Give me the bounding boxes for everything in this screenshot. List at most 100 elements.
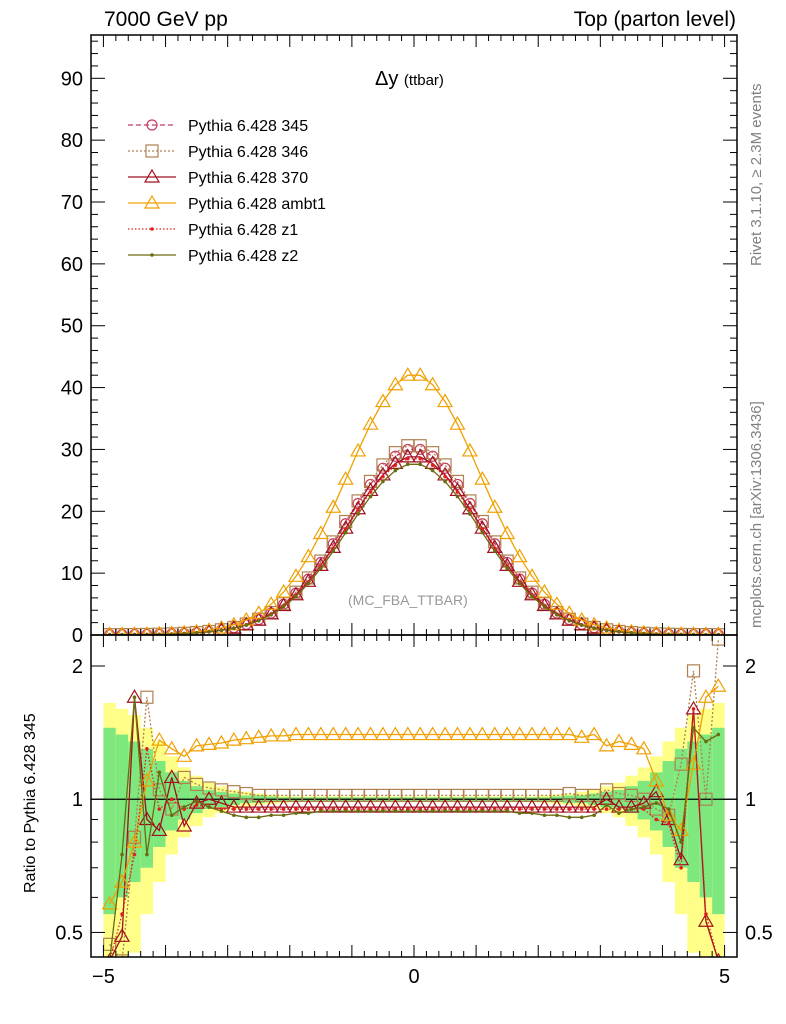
data-point — [151, 822, 168, 837]
data-point — [363, 474, 378, 489]
legend-item: Pythia 6.428 346 — [128, 144, 308, 161]
data-point — [108, 959, 112, 963]
data-point — [281, 604, 286, 609]
data-point — [405, 456, 410, 461]
data-point — [115, 954, 129, 957]
data-point — [635, 740, 652, 755]
data-point — [592, 626, 596, 631]
data-point — [455, 494, 460, 499]
data-point — [294, 807, 298, 811]
ratio-y-tick-label: 2 — [745, 656, 756, 678]
data-point — [542, 807, 547, 811]
data-point — [492, 809, 497, 813]
data-point — [238, 798, 255, 813]
data-point — [511, 573, 528, 587]
main-series-line — [109, 445, 719, 635]
band-inner — [712, 727, 725, 915]
data-point — [424, 726, 441, 741]
data-point — [244, 815, 249, 820]
data-point — [250, 729, 267, 743]
ratio-series-group — [101, 635, 727, 963]
data-point — [256, 618, 261, 623]
data-point — [263, 727, 280, 742]
data-point — [388, 446, 402, 460]
data-point — [104, 626, 115, 635]
ratio-y-tick-label: 1 — [745, 789, 756, 811]
data-point — [449, 416, 466, 430]
data-point — [674, 757, 688, 771]
legend: Pythia 6.428 345 Pythia 6.428 346 Pythia 6… — [128, 118, 326, 265]
main-plot-title: Δy (ttbar) — [375, 68, 444, 91]
data-point — [200, 791, 218, 805]
legend-item: Pythia 6.428 345 — [128, 118, 308, 135]
data-point — [219, 628, 224, 633]
band-inner — [662, 760, 675, 847]
data-point — [393, 809, 398, 813]
observable-suffix: (ttbar) — [403, 72, 444, 89]
data-point — [437, 393, 454, 408]
data-point — [536, 798, 553, 813]
data-point — [511, 726, 528, 741]
data-point — [561, 726, 578, 741]
process-label: Top (parton level) — [573, 8, 736, 31]
x-tick-label: −5 — [92, 966, 115, 988]
data-point — [542, 813, 547, 818]
data-point — [586, 726, 603, 741]
data-point — [492, 549, 497, 553]
data-point — [654, 817, 659, 822]
uncertainty-bands — [103, 702, 725, 957]
data-point — [604, 807, 609, 811]
data-point — [368, 494, 373, 499]
main-series — [107, 462, 721, 635]
data-point — [573, 729, 590, 743]
data-point — [269, 813, 273, 818]
data-point — [617, 807, 621, 811]
data-point — [213, 619, 230, 634]
ratio-y-tick-label: 1 — [72, 789, 83, 811]
data-point — [598, 619, 615, 634]
data-point — [362, 726, 379, 741]
data-point — [399, 448, 416, 463]
data-point — [480, 530, 485, 535]
data-point — [414, 443, 426, 456]
data-point — [548, 596, 565, 610]
data-point — [592, 807, 596, 811]
y-tick-label: 70 — [61, 192, 83, 214]
data-point — [579, 623, 584, 627]
ratio-series — [107, 689, 721, 957]
data-point — [704, 739, 708, 744]
band-inner — [699, 734, 713, 898]
data-point — [169, 797, 174, 802]
data-point — [418, 809, 423, 813]
data-point — [374, 393, 391, 408]
data-point — [169, 813, 174, 818]
main-series — [104, 367, 724, 635]
data-point — [567, 807, 572, 811]
data-point — [499, 525, 516, 540]
data-point — [194, 631, 199, 635]
data-point — [548, 798, 565, 813]
main-series — [104, 443, 724, 635]
analysis-name: (MC_FBA_TTBAR) — [348, 592, 468, 608]
y-tick-label: 50 — [61, 316, 83, 338]
observable-title: Δy — [375, 68, 399, 90]
data-point — [362, 416, 379, 430]
data-point — [201, 622, 217, 635]
data-point — [176, 748, 193, 762]
data-point — [427, 450, 439, 462]
band-inner — [115, 734, 129, 898]
data-point — [387, 726, 404, 741]
data-point — [152, 783, 166, 797]
data-point — [389, 450, 401, 462]
data-point — [716, 732, 721, 737]
data-point — [710, 678, 727, 692]
data-point — [350, 726, 367, 741]
data-point — [686, 664, 701, 678]
legend-item: Pythia 6.428 370 — [128, 168, 308, 187]
data-point — [207, 805, 211, 809]
data-point — [166, 625, 178, 635]
data-point — [438, 458, 452, 472]
data-point — [287, 586, 305, 601]
data-point — [468, 512, 472, 516]
data-point — [306, 581, 311, 586]
